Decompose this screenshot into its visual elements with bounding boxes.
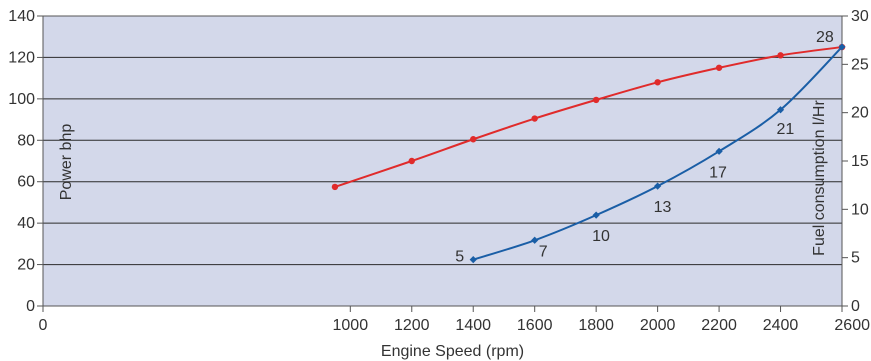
grid-lines	[43, 56, 842, 266]
y-left-tick-label: 140	[8, 8, 35, 25]
power-line	[334, 46, 843, 188]
fuel-data-label: 5	[455, 249, 464, 266]
x-tick-label: 1800	[578, 317, 614, 334]
power-point	[470, 136, 477, 143]
x-tick-label: 2600	[834, 317, 870, 334]
power-point	[592, 96, 600, 104]
fuel-series	[469, 43, 846, 264]
x-tick-label: 2400	[763, 317, 799, 334]
series	[331, 43, 846, 264]
y-right-tick-label: 10	[851, 201, 869, 218]
y-left-tick-label: 60	[17, 174, 35, 191]
fuel-point	[715, 147, 723, 155]
fuel-point	[776, 106, 785, 114]
x-axis-title: Engine Speed (rpm)	[381, 343, 524, 360]
power-series	[331, 43, 846, 191]
fuel-point	[592, 211, 600, 219]
x-tick-label: 0	[39, 317, 48, 334]
y-axis-right-title: Fuel consumption l/Hr	[811, 100, 828, 256]
fuel-data-label: 7	[539, 243, 548, 260]
y-axis-left-title: Power bhp	[58, 124, 75, 201]
power-point	[654, 79, 661, 86]
power-point	[331, 183, 339, 191]
y-left-tick-label: 20	[17, 257, 35, 274]
fuel-data-label: 17	[709, 164, 727, 181]
x-tick-label: 1600	[517, 317, 553, 334]
x-tick-label: 2200	[701, 317, 737, 334]
x-tick-label: 1000	[333, 317, 369, 334]
fuel-point	[531, 236, 539, 244]
power-point	[777, 52, 784, 59]
y-left-tick-label: 100	[8, 91, 35, 108]
fuel-point	[469, 256, 477, 264]
y-right-tick-label: 15	[851, 153, 869, 170]
y-left-tick-label: 80	[17, 132, 35, 149]
data-labels: 5 7 10 13 17 21 28	[455, 29, 834, 266]
plot-area	[43, 16, 842, 306]
fuel-point	[838, 43, 846, 51]
y-left-tick-label: 0	[26, 298, 35, 315]
x-tick-label: 1400	[455, 317, 491, 334]
y-right-tick-label: 25	[851, 56, 869, 73]
fuel-data-label: 28	[816, 29, 834, 46]
y-right-tick-label: 20	[851, 105, 869, 122]
fuel-data-label: 13	[654, 199, 672, 216]
y-right-tick-label: 5	[851, 250, 860, 267]
y-right-tick-label: 0	[851, 298, 860, 315]
power-point	[408, 157, 415, 165]
fuel-data-label: 21	[777, 121, 795, 138]
fuel-point	[654, 182, 662, 190]
y-left-tick-label: 120	[8, 49, 35, 66]
fuel-data-label: 10	[592, 228, 610, 245]
y-left-tick-label: 40	[17, 215, 35, 232]
x-tick-label: 1200	[394, 317, 430, 334]
y-right-tick-label: 30	[851, 8, 869, 25]
x-tick-label: 2000	[640, 317, 676, 334]
power-point	[715, 64, 723, 71]
power-point	[531, 115, 538, 122]
